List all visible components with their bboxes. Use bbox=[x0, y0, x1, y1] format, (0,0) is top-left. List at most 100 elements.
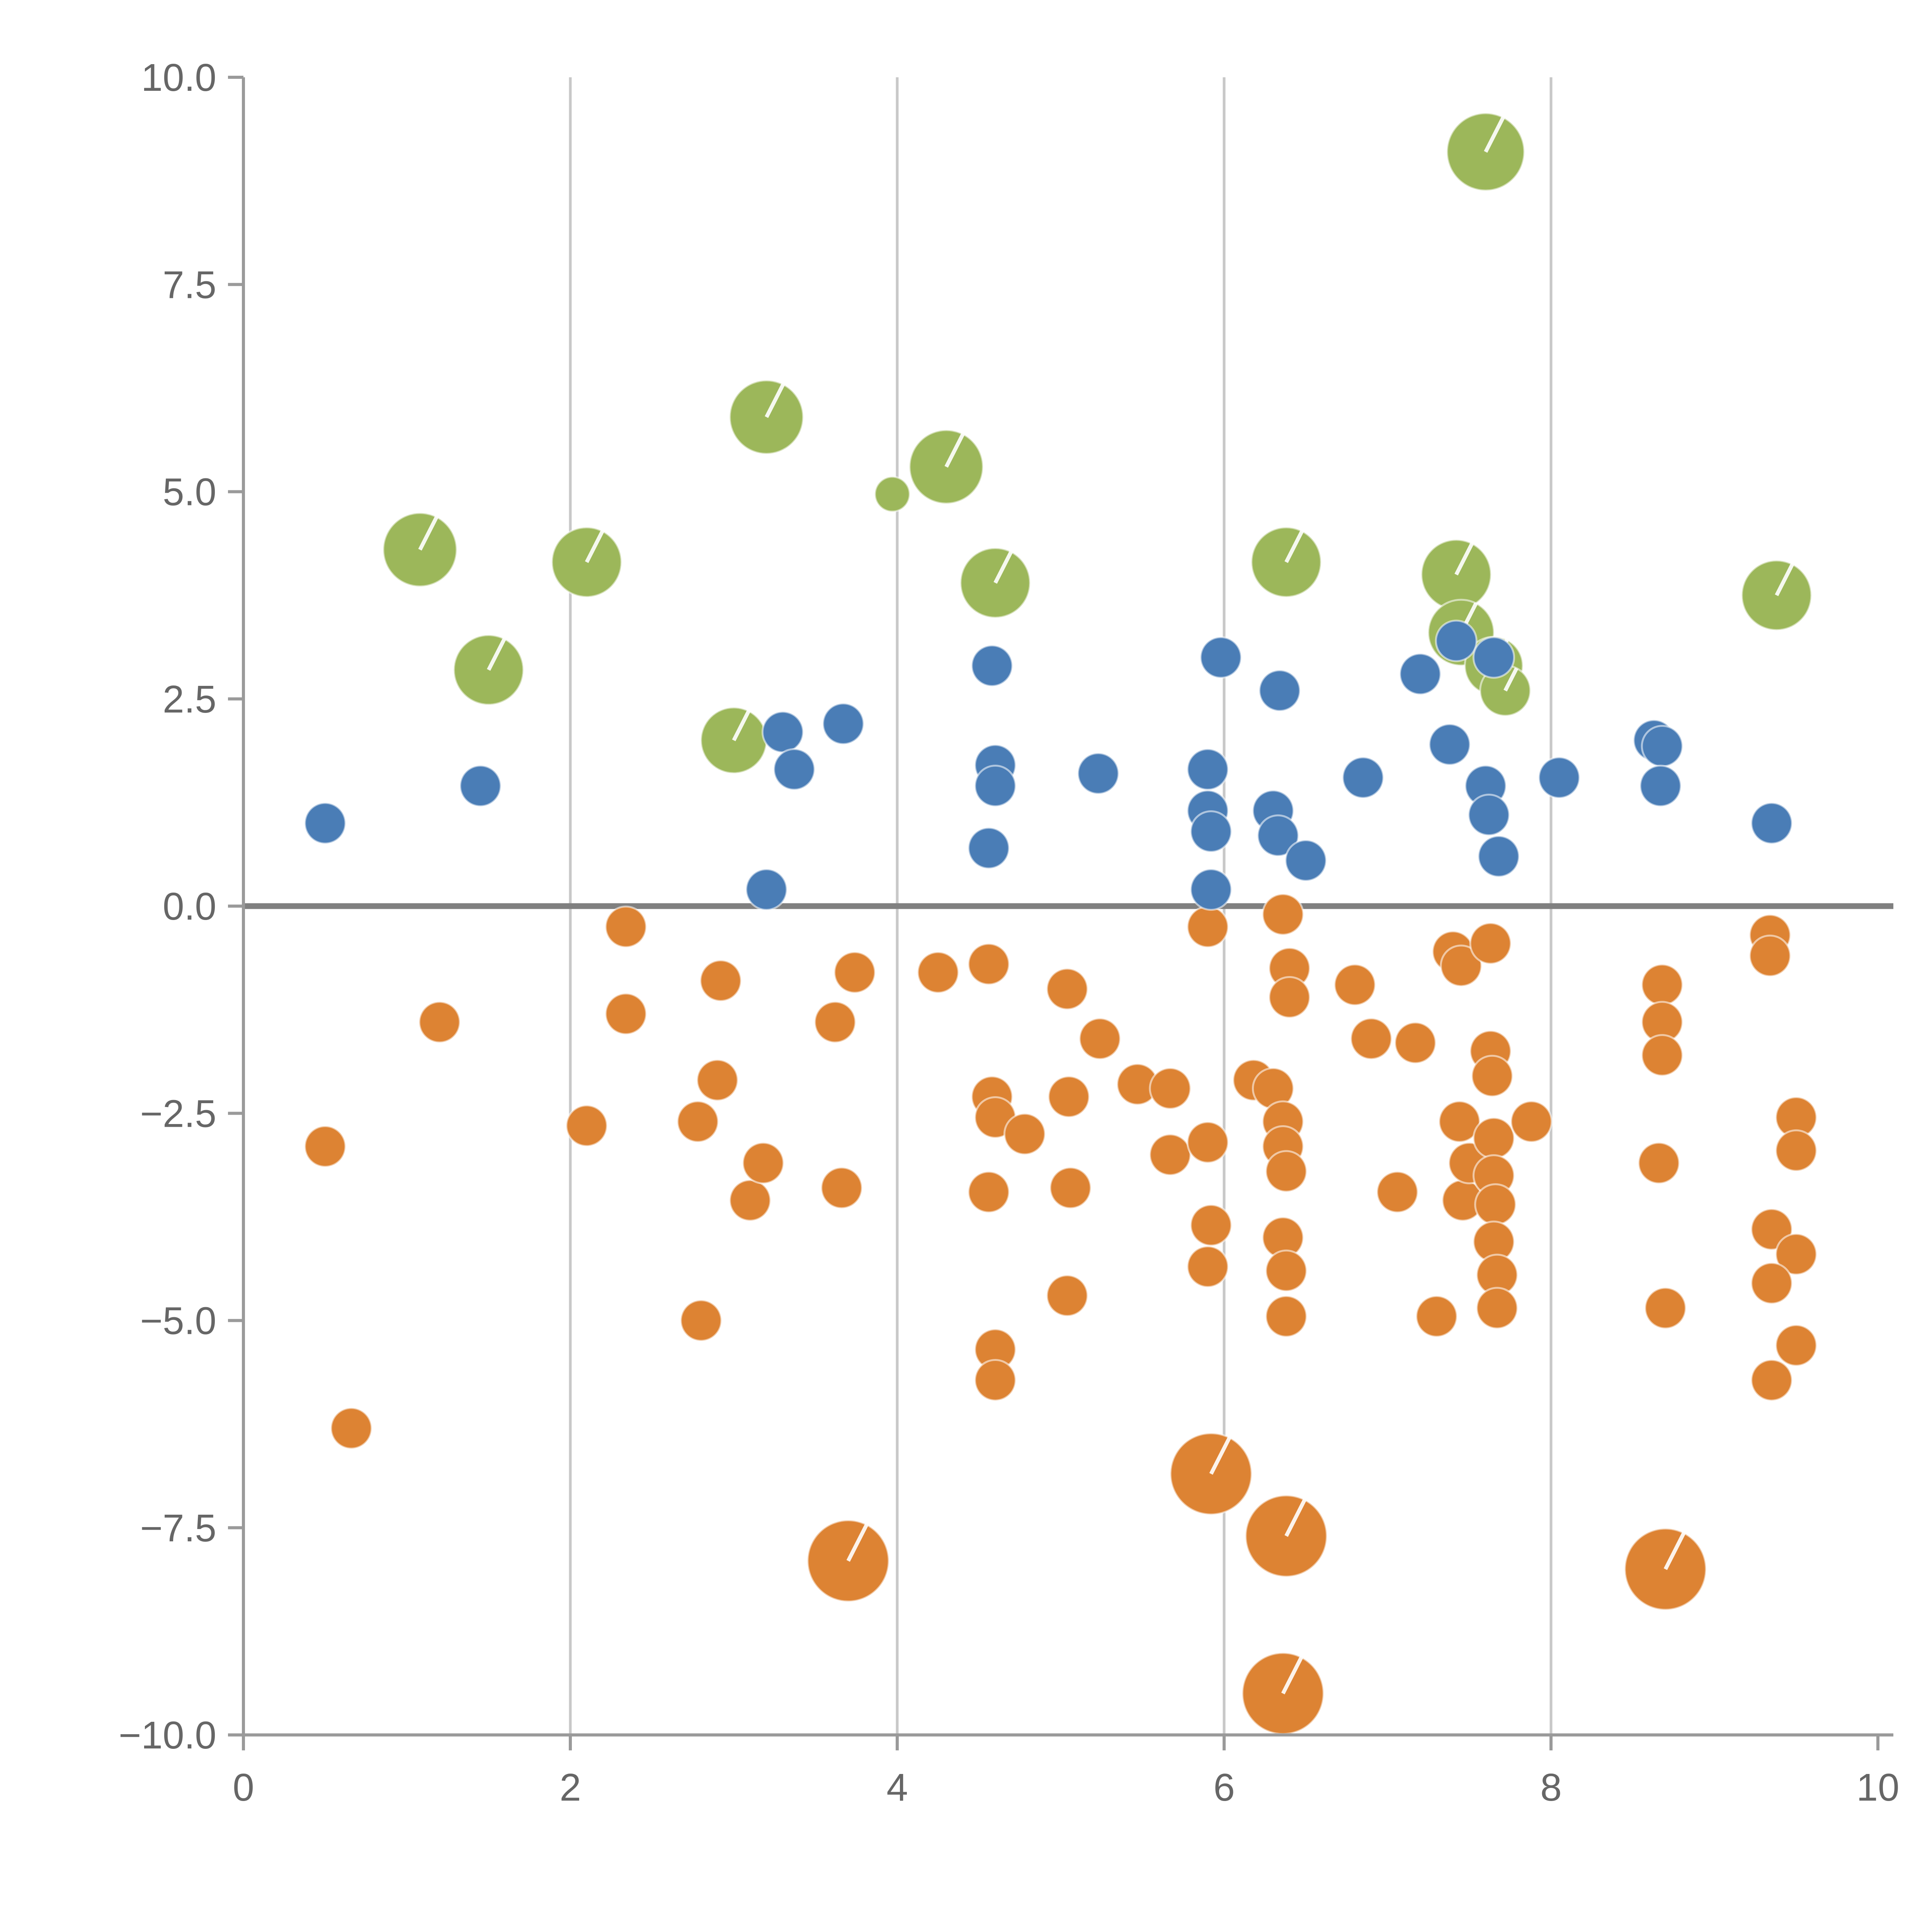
data-point bbox=[806, 1519, 890, 1603]
data-point bbox=[459, 764, 502, 807]
data-point bbox=[1471, 1054, 1514, 1097]
data-point bbox=[971, 644, 1014, 687]
data-point bbox=[418, 1001, 461, 1044]
data-point bbox=[1268, 976, 1311, 1019]
data-point bbox=[1186, 748, 1229, 791]
data-point bbox=[874, 476, 911, 513]
data-point bbox=[1472, 636, 1515, 679]
data-point bbox=[1639, 764, 1682, 807]
data-point bbox=[1399, 653, 1442, 696]
bubble-notch bbox=[1775, 563, 1794, 596]
bubble-notch bbox=[732, 710, 751, 742]
tick-labels: −10.0 −7.5 −5.0 −2.5 0.0 2.5 5.0 7.5 10.0 0 2 4 6 8 10 bbox=[119, 56, 1900, 1809]
data-point bbox=[1046, 968, 1088, 1010]
data-point bbox=[304, 1125, 347, 1168]
data-point bbox=[1049, 1167, 1092, 1209]
series-blue-dots bbox=[304, 619, 1793, 911]
plot-points bbox=[304, 112, 1818, 1735]
data-point bbox=[745, 868, 788, 911]
bubble-notch bbox=[487, 638, 506, 671]
data-point bbox=[908, 429, 984, 505]
data-point bbox=[822, 702, 865, 745]
data-point bbox=[330, 1407, 373, 1450]
y-tick-label: −2.5 bbox=[140, 1092, 216, 1135]
data-point bbox=[1258, 669, 1301, 712]
data-point bbox=[1644, 1287, 1687, 1330]
bubble-notch bbox=[1209, 1437, 1231, 1475]
data-point bbox=[699, 959, 742, 1002]
data-point bbox=[1538, 756, 1581, 799]
data-point bbox=[974, 1359, 1017, 1401]
y-tick-label: 7.5 bbox=[163, 263, 216, 306]
data-point bbox=[1078, 1017, 1121, 1060]
bubble-notch bbox=[944, 433, 965, 468]
data-point bbox=[820, 1167, 863, 1209]
bubble-notch bbox=[1663, 1532, 1686, 1570]
data-point bbox=[1641, 1034, 1684, 1077]
data-point bbox=[1641, 725, 1684, 768]
bubble-notch bbox=[418, 516, 439, 551]
data-point bbox=[1510, 1100, 1553, 1143]
y-tick-label: −10.0 bbox=[119, 1714, 216, 1757]
data-point bbox=[1440, 944, 1483, 987]
data-point bbox=[1641, 963, 1684, 1006]
data-point bbox=[565, 1104, 608, 1147]
y-tick-label: 2.5 bbox=[163, 678, 216, 721]
x-tick-label: 2 bbox=[560, 1766, 581, 1809]
data-point bbox=[1190, 1204, 1233, 1247]
data-point bbox=[1438, 1100, 1481, 1143]
data-point bbox=[1468, 794, 1510, 837]
bubble-notch bbox=[585, 530, 604, 563]
data-point bbox=[1262, 893, 1304, 936]
data-point bbox=[1476, 1287, 1519, 1330]
data-point bbox=[1186, 1245, 1229, 1288]
axes bbox=[228, 76, 1893, 1750]
data-point bbox=[814, 1001, 857, 1044]
data-point bbox=[680, 1299, 723, 1342]
data-point bbox=[974, 764, 1017, 807]
data-point bbox=[761, 711, 804, 753]
data-point bbox=[1186, 905, 1229, 948]
data-point bbox=[967, 943, 1010, 986]
data-point bbox=[1003, 1112, 1046, 1155]
x-tick-label: 10 bbox=[1856, 1766, 1899, 1809]
data-point bbox=[967, 827, 1010, 869]
data-point bbox=[1750, 802, 1793, 845]
data-point bbox=[1199, 636, 1242, 679]
data-point bbox=[1474, 1183, 1517, 1226]
data-point bbox=[1257, 814, 1299, 857]
data-point bbox=[1428, 723, 1471, 766]
data-point bbox=[967, 1171, 1010, 1214]
data-point bbox=[696, 1059, 739, 1102]
y-tick-label: 0.0 bbox=[163, 885, 216, 928]
data-point bbox=[1638, 1141, 1680, 1184]
data-point bbox=[1350, 1017, 1393, 1060]
bubble-notch bbox=[1484, 116, 1505, 153]
bubble-notch bbox=[1503, 667, 1519, 692]
data-point bbox=[604, 992, 647, 1035]
data-point bbox=[1748, 934, 1791, 977]
data-point bbox=[773, 748, 816, 791]
data-point bbox=[1469, 922, 1512, 965]
data-point bbox=[1284, 839, 1327, 882]
series-orange-dots bbox=[304, 893, 1818, 1735]
bubble-notch bbox=[1454, 543, 1474, 576]
data-point bbox=[1477, 835, 1520, 878]
data-point bbox=[1186, 1121, 1229, 1164]
data-point bbox=[1415, 1295, 1458, 1338]
data-point bbox=[1149, 1133, 1192, 1176]
y-tick-label: 10.0 bbox=[141, 56, 216, 99]
data-point bbox=[1046, 1274, 1088, 1317]
data-point bbox=[1190, 810, 1233, 853]
bubble-notch bbox=[1284, 530, 1304, 563]
x-tick-label: 6 bbox=[1213, 1766, 1235, 1809]
data-point bbox=[1435, 619, 1478, 662]
data-point bbox=[304, 802, 347, 845]
bubble-notch bbox=[1284, 1499, 1306, 1537]
data-point bbox=[833, 951, 876, 994]
data-point bbox=[1048, 1075, 1090, 1118]
x-tick-label: 4 bbox=[886, 1766, 908, 1809]
data-point bbox=[1265, 1150, 1308, 1193]
